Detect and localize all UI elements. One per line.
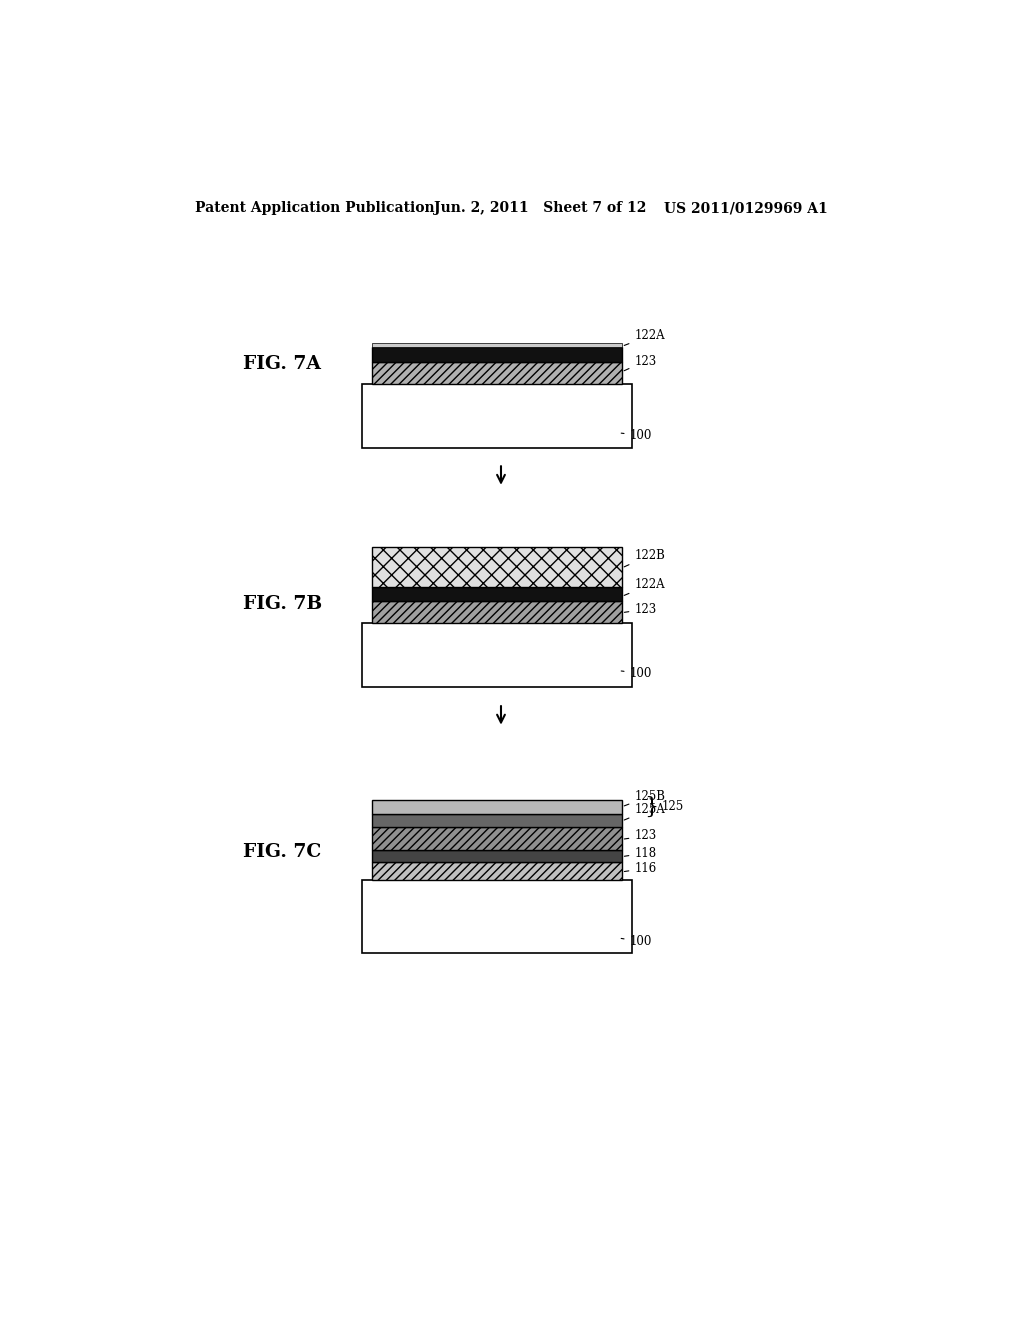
Text: US 2011/0129969 A1: US 2011/0129969 A1 bbox=[664, 201, 827, 215]
Bar bbox=[373, 601, 622, 623]
Bar bbox=[373, 546, 622, 587]
Text: 122A: 122A bbox=[625, 329, 665, 346]
Bar bbox=[373, 814, 622, 828]
Text: 125: 125 bbox=[663, 800, 684, 813]
Text: 100: 100 bbox=[622, 429, 652, 442]
Bar bbox=[373, 828, 622, 850]
Text: 123: 123 bbox=[625, 355, 656, 371]
Bar bbox=[373, 587, 622, 601]
Bar bbox=[373, 343, 622, 347]
Text: 123: 123 bbox=[625, 603, 656, 615]
Text: Jun. 2, 2011   Sheet 7 of 12: Jun. 2, 2011 Sheet 7 of 12 bbox=[433, 201, 646, 215]
Bar bbox=[362, 384, 632, 447]
Bar bbox=[362, 880, 632, 953]
Bar bbox=[373, 862, 622, 880]
Text: 125A: 125A bbox=[625, 803, 665, 820]
Text: 116: 116 bbox=[625, 862, 656, 875]
Text: 100: 100 bbox=[622, 667, 652, 680]
Text: 125B: 125B bbox=[625, 789, 666, 807]
Bar bbox=[373, 347, 622, 362]
Text: FIG. 7C: FIG. 7C bbox=[243, 842, 322, 861]
Text: FIG. 7B: FIG. 7B bbox=[243, 594, 323, 612]
Bar bbox=[373, 800, 622, 814]
Bar bbox=[373, 362, 622, 384]
Bar bbox=[373, 850, 622, 862]
Text: 118: 118 bbox=[625, 846, 656, 859]
Text: Patent Application Publication: Patent Application Publication bbox=[196, 201, 435, 215]
Text: 100: 100 bbox=[622, 935, 652, 948]
Text: 122B: 122B bbox=[625, 549, 666, 566]
Text: }: } bbox=[645, 796, 658, 818]
Text: FIG. 7A: FIG. 7A bbox=[243, 355, 321, 372]
Bar bbox=[362, 623, 632, 686]
Text: 122A: 122A bbox=[625, 578, 665, 595]
Text: 123: 123 bbox=[625, 829, 656, 842]
